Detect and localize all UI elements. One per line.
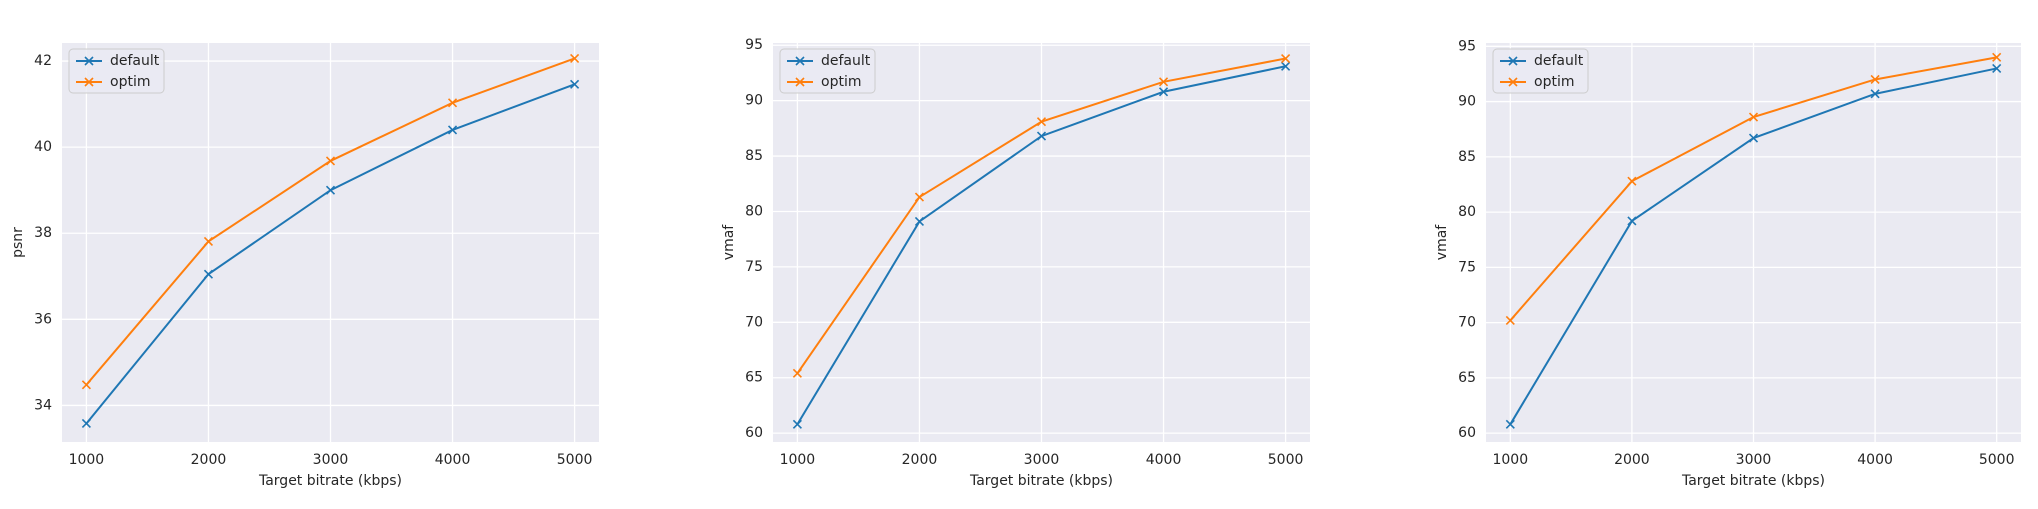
legend-marker bbox=[1508, 77, 1518, 87]
subplot: 1000 2000 3000 4000 5000 60 65 70 75 80 85 90 95 Targ… bbox=[721, 37, 1310, 489]
marker bbox=[1036, 131, 1047, 141]
y-tick-label: 40 bbox=[34, 139, 52, 155]
y-tick-label: 85 bbox=[745, 148, 763, 164]
marker bbox=[1158, 77, 1169, 87]
marker bbox=[81, 418, 91, 429]
marker bbox=[1158, 87, 1169, 97]
marker bbox=[914, 216, 925, 227]
marker bbox=[570, 53, 580, 64]
marker bbox=[1627, 176, 1637, 186]
y-tick-label: 90 bbox=[745, 93, 763, 109]
marker bbox=[1627, 216, 1637, 226]
marker bbox=[1281, 61, 1291, 71]
x-tick-label: 1000 bbox=[780, 452, 816, 468]
x-tick-label: 2000 bbox=[191, 452, 227, 468]
x-tick-label: 4000 bbox=[1146, 452, 1182, 468]
y-axis-label: vmaf bbox=[1434, 224, 1450, 261]
legend-label: optim bbox=[1534, 74, 1574, 90]
y-axis-label: psnr bbox=[10, 227, 26, 258]
y-tick-label: 34 bbox=[34, 397, 52, 413]
marker bbox=[570, 79, 580, 89]
x-tick-label: 4000 bbox=[1857, 452, 1893, 468]
marker bbox=[1036, 117, 1047, 127]
marker bbox=[1748, 112, 1759, 122]
legend-label: default bbox=[110, 53, 160, 69]
marker bbox=[1992, 52, 2002, 62]
y-tick-label: 36 bbox=[34, 311, 52, 327]
legend-label: default bbox=[1534, 53, 1584, 69]
x-tick-label: 5000 bbox=[557, 452, 593, 468]
y-tick-label: 60 bbox=[745, 425, 763, 441]
x-tick-label: 1000 bbox=[1492, 452, 1528, 468]
marker bbox=[1748, 133, 1759, 143]
subplot: 1000 2000 3000 4000 5000 60 65 70 75 80 85 90 95 Targ… bbox=[1434, 38, 2021, 489]
x-tick-label: 1000 bbox=[69, 452, 105, 468]
marker bbox=[81, 380, 91, 390]
y-tick-label: 95 bbox=[1458, 38, 1476, 54]
x-tick-label: 3000 bbox=[1736, 452, 1772, 468]
x-tick-label: 3000 bbox=[1024, 452, 1060, 468]
legend-marker bbox=[795, 56, 805, 66]
y-tick-label: 90 bbox=[1458, 94, 1476, 110]
x-axis-label: Target bitrate (kbps) bbox=[1681, 473, 1825, 489]
y-tick-label: 70 bbox=[745, 314, 763, 330]
y-tick-label: 42 bbox=[34, 53, 52, 69]
y-axis-label: vmaf bbox=[721, 224, 737, 261]
marker bbox=[203, 236, 214, 246]
y-tick-label: 80 bbox=[745, 203, 763, 219]
x-axis-label: Target bitrate (kbps) bbox=[258, 473, 402, 489]
y-tick-label: 75 bbox=[745, 259, 763, 275]
marker bbox=[203, 269, 214, 279]
marker bbox=[1281, 53, 1291, 64]
marker bbox=[792, 368, 802, 378]
marker bbox=[1870, 74, 1880, 85]
x-tick-label: 5000 bbox=[1979, 452, 2015, 468]
y-tick-label: 85 bbox=[1458, 149, 1476, 165]
x-tick-label: 4000 bbox=[435, 452, 471, 468]
x-tick-label: 3000 bbox=[313, 452, 349, 468]
legend-marker bbox=[84, 77, 94, 87]
subplot: 1000 2000 3000 4000 5000 34 36 38 40 42 Target bit… bbox=[10, 43, 599, 489]
y-tick-label: 60 bbox=[1458, 425, 1476, 441]
marker bbox=[325, 156, 336, 166]
legend-label: default bbox=[821, 53, 871, 69]
marker bbox=[1505, 419, 1515, 429]
marker bbox=[914, 192, 925, 202]
marker bbox=[447, 98, 458, 108]
legend-marker bbox=[1508, 56, 1518, 66]
y-tick-label: 38 bbox=[34, 225, 52, 241]
y-tick-label: 95 bbox=[745, 37, 763, 53]
y-tick-label: 80 bbox=[1458, 204, 1476, 220]
legend-label: optim bbox=[821, 74, 861, 90]
x-tick-label: 2000 bbox=[902, 452, 938, 468]
marker bbox=[1870, 89, 1880, 99]
y-tick-label: 65 bbox=[1458, 370, 1476, 386]
legend-marker bbox=[84, 56, 94, 66]
y-tick-label: 75 bbox=[1458, 259, 1476, 275]
legend-label: optim bbox=[110, 74, 150, 90]
marker bbox=[325, 185, 336, 195]
y-tick-label: 65 bbox=[745, 370, 763, 386]
marker bbox=[447, 125, 458, 135]
legend-marker bbox=[795, 77, 805, 87]
marker bbox=[1505, 315, 1515, 325]
x-tick-label: 2000 bbox=[1614, 452, 1650, 468]
x-tick-label: 5000 bbox=[1268, 452, 1304, 468]
y-tick-label: 70 bbox=[1458, 315, 1476, 331]
marker bbox=[792, 419, 802, 429]
x-axis-label: Target bitrate (kbps) bbox=[969, 473, 1113, 489]
marker bbox=[1992, 63, 2002, 73]
